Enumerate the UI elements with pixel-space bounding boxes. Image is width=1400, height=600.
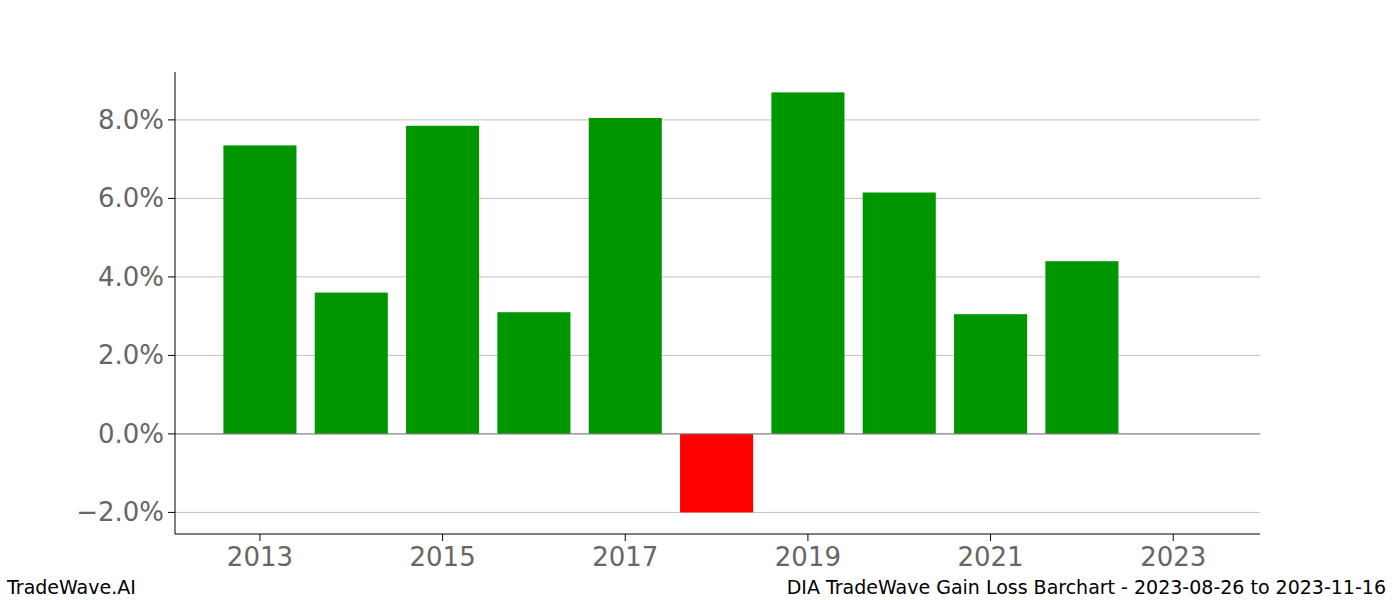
- y-axis: [175, 72, 176, 534]
- x-tick-label: 2015: [410, 542, 476, 572]
- x-tick: [807, 534, 808, 541]
- bar: [223, 145, 296, 434]
- y-tick-label: 0.0%: [98, 419, 164, 449]
- x-tick-label: 2021: [957, 542, 1023, 572]
- y-tick: [168, 355, 175, 356]
- x-tick: [442, 534, 443, 541]
- x-tick: [259, 534, 260, 541]
- grid-line: [175, 433, 1260, 434]
- bar: [406, 126, 479, 434]
- x-axis: [175, 534, 1260, 535]
- bar: [863, 193, 936, 434]
- y-tick-label: 8.0%: [98, 105, 164, 135]
- bar: [680, 434, 753, 513]
- y-tick: [168, 276, 175, 277]
- bar: [589, 118, 662, 434]
- y-tick: [168, 198, 175, 199]
- bar: [315, 293, 388, 434]
- grid-line: [175, 119, 1260, 120]
- y-tick: [168, 119, 175, 120]
- grid-line: [175, 198, 1260, 199]
- chart: −2.0% 0.0% 2.0% 4.0% 6.0% 8.0% 2013 2015 2017 201…: [0, 0, 1400, 600]
- x-tick-label: 2017: [592, 542, 658, 572]
- baseline: [175, 433, 1260, 434]
- bar: [771, 92, 844, 433]
- x-tick: [990, 534, 991, 541]
- bar: [497, 312, 570, 434]
- y-tick-label: 2.0%: [98, 340, 164, 370]
- y-tick: [168, 433, 175, 434]
- y-tick-label: −2.0%: [76, 497, 164, 527]
- y-tick-label: 4.0%: [98, 262, 164, 292]
- x-tick-label: 2023: [1140, 542, 1206, 572]
- x-tick-label: 2013: [227, 542, 293, 572]
- x-tick: [1173, 534, 1174, 541]
- y-tick-label: 6.0%: [98, 183, 164, 213]
- footer-right: DIA TradeWave Gain Loss Barchart - 2023-…: [787, 576, 1386, 598]
- x-tick: [625, 534, 626, 541]
- footer-left: TradeWave.AI: [6, 576, 136, 598]
- bars: [223, 92, 1118, 512]
- bar: [954, 314, 1027, 434]
- x-tick-label: 2019: [775, 542, 841, 572]
- bar: [1045, 261, 1118, 434]
- y-tick: [168, 512, 175, 513]
